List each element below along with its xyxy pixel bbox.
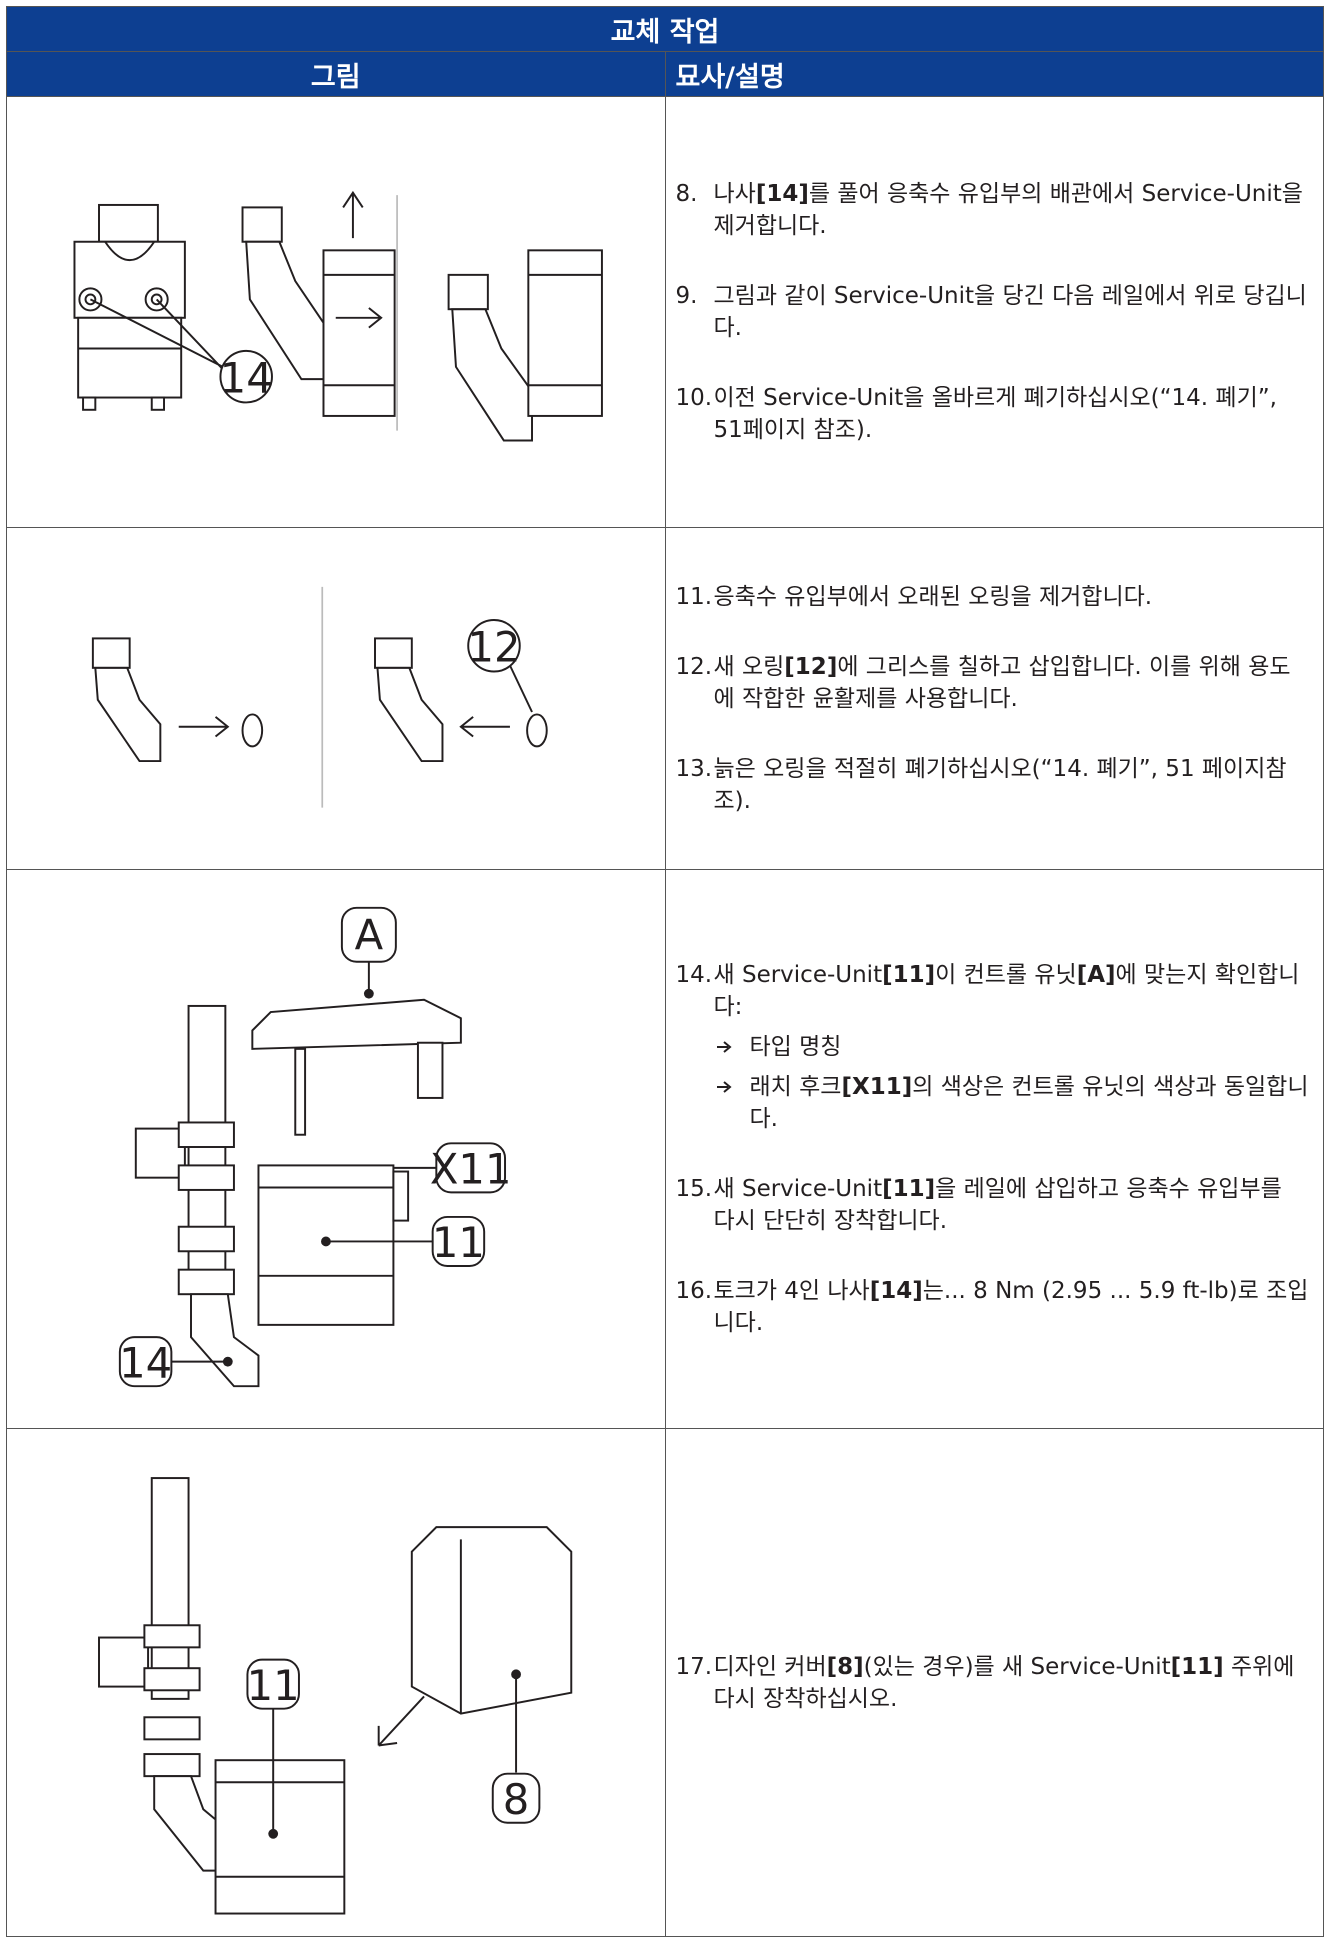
column-header: 묘사/설명: [664, 51, 1324, 97]
step-number: 11.: [675, 583, 713, 610]
text-run: [8]: [826, 1653, 864, 1680]
text-run: 이 컨트롤 유닛: [935, 962, 1077, 989]
text-run: 그림과 같이 Service-Unit을 당긴 다음 레일에서 위로 당깁니다.: [713, 283, 1307, 341]
text-run: 을 레일에 삽입하고 응축수 유입부를 다시 단단히 장착합니다.: [713, 1176, 1282, 1235]
text-run: [11]: [882, 1176, 936, 1203]
text-run: [11]: [882, 962, 936, 989]
steps-cell: 17. 디자인 커버[8](있는 경우)를 새 Service-Unit[11] …: [664, 1428, 1324, 1938]
text-run: 는... 8 Nm (2.95 ... 5.9 ft-lb)로 조입니다.: [713, 1278, 1309, 1337]
callout-label: 11: [247, 1661, 300, 1710]
text-run: 토크가 4인 나사: [713, 1278, 870, 1305]
text-run: [X11]: [841, 1074, 913, 1101]
text-run: [14]: [869, 1278, 923, 1305]
step-text: 응축수 유입부에서 오래된 오링을 제거합니다.: [714, 581, 1310, 613]
text-run: 새 Service-Unit: [713, 1176, 883, 1203]
callout-label: 8: [503, 1775, 530, 1824]
steps-cell: 8. 나사[14]를 풀어 응축수 유입부의 배관에서 Service-Unit을…: [664, 96, 1324, 528]
column-header: 그림: [6, 51, 666, 97]
bullet-arrow: [716, 1041, 732, 1053]
steps-cell: 11. 응축수 유입부에서 오래된 오링을 제거합니다. 12. 새 오링[12]에 …: [664, 526, 1324, 871]
text-run: 주위에 다시 장착하십시오.: [713, 1653, 1295, 1712]
text-run: 새 Service-Unit: [713, 962, 883, 989]
text-run: (있는 경우)를 새 Service-Unit: [863, 1653, 1171, 1680]
step-text: 늙은 오링을 적절히 폐기하십시오(“14. 폐기”, 51 페이지참조).: [714, 753, 1310, 817]
bullet: 타입 명칭: [714, 1031, 1310, 1063]
step: 9. 그림과 같이 Service-Unit을 당긴 다음 레일에서 위로 당깁니…: [676, 280, 1310, 344]
bullet: 래치 후크[X11]의 색상은 컨트롤 유닛의 색상과 동일합니다.: [714, 1071, 1310, 1135]
figure-cell: A X11 11 14: [6, 869, 666, 1430]
text-run: 에 맞는지 확인합니다:: [713, 962, 1300, 1021]
step: 14. 새 Service-Unit[11]이 컨트롤 유닛[A]에 맞는지 확인…: [676, 959, 1310, 1135]
text-run: 이전 Service-Unit을 올바르게 폐기하십시오(“14. 폐기”, 5…: [713, 385, 1277, 443]
text-run: [12]: [784, 653, 838, 680]
step: 12. 새 오링[12]에 그리스를 칠하고 삽입합니다. 이를 위해 용도에 작…: [676, 651, 1310, 715]
step-text: 그림과 같이 Service-Unit을 당긴 다음 레일에서 위로 당깁니다.: [714, 280, 1310, 344]
illustration: 11 8: [98, 1477, 573, 1915]
text-run: 에 그리스를 칠하고 삽입합니다. 이를 위해 용도에 작합한 윤활제를 사용합…: [713, 653, 1291, 712]
callout-label: 12: [467, 622, 520, 671]
text-run: 타입 명칭: [749, 1034, 842, 1061]
text-run: 새 오링: [713, 653, 785, 680]
step: 15. 새 Service-Unit[11]을 레일에 삽입하고 응축수 유입부를…: [676, 1173, 1310, 1237]
bullet-arrow: [716, 1081, 732, 1093]
table-title: 교체 작업: [6, 6, 1324, 52]
bullet-text: 래치 후크[X11]의 색상은 컨트롤 유닛의 색상과 동일합니다.: [750, 1071, 1310, 1135]
step-number: 10.: [675, 385, 713, 411]
callout-label: A: [355, 910, 384, 959]
replacement-table: 교체 작업 그림 묘사/설명 14 8. 나사[14]를 풀어 응축수 유입부의 배…: [6, 6, 1324, 1938]
step-text: 토크가 4인 나사[14]는... 8 Nm (2.95 ... 5.9 ft-…: [714, 1275, 1310, 1339]
step-number: 15.: [675, 1176, 713, 1203]
step-number: 9.: [675, 283, 698, 309]
step: 10. 이전 Service-Unit을 올바르게 폐기하십시오(“14. 폐기”…: [676, 382, 1310, 446]
step-number: 17.: [675, 1653, 713, 1680]
text-run: 늙은 오링을 적절히 폐기하십시오(“14. 폐기”, 51 페이지참조).: [713, 755, 1287, 814]
figure-cell: 12: [6, 526, 666, 871]
bullet-text: 타입 명칭: [750, 1031, 1310, 1063]
callout-label: 14: [220, 354, 273, 403]
illustration: 14: [73, 191, 603, 442]
steps-cell: 14. 새 Service-Unit[11]이 컨트롤 유닛[A]에 맞는지 확인…: [664, 869, 1324, 1430]
step-text: 디자인 커버[8](있는 경우)를 새 Service-Unit[11] 주위에…: [714, 1651, 1310, 1715]
text-run: 래치 후크: [749, 1074, 842, 1101]
step: 17. 디자인 커버[8](있는 경우)를 새 Service-Unit[11] …: [676, 1651, 1310, 1715]
step-number: 8.: [675, 181, 698, 207]
illustration: A X11 11 14: [118, 906, 512, 1387]
step-number: 14.: [675, 962, 713, 989]
callout-label: X11: [430, 1144, 512, 1193]
figure-cell: 14: [6, 96, 666, 528]
text-run: 나사: [713, 181, 756, 207]
figure-cell: 11 8: [6, 1428, 666, 1938]
step: 8. 나사[14]를 풀어 응축수 유입부의 배관에서 Service-Unit을…: [676, 178, 1310, 242]
callout-label: 11: [432, 1218, 485, 1267]
step-number: 13.: [675, 755, 713, 782]
text-run: 응축수 유입부에서 오래된 오링을 제거합니다.: [713, 583, 1153, 610]
text-run: 를 풀어 응축수 유입부의 배관에서 Service-Unit을 제거합니다.: [713, 181, 1303, 239]
step-text: 이전 Service-Unit을 올바르게 폐기하십시오(“14. 폐기”, 5…: [714, 382, 1310, 446]
text-run: 디자인 커버: [713, 1653, 827, 1680]
illustration: 12: [91, 586, 548, 808]
text-run: [A]: [1076, 962, 1116, 989]
text-run: [11]: [1170, 1653, 1224, 1680]
step-number: 12.: [675, 653, 713, 680]
step: 13. 늙은 오링을 적절히 폐기하십시오(“14. 폐기”, 51 페이지참조)…: [676, 753, 1310, 817]
step-text: 새 Service-Unit[11]을 레일에 삽입하고 응축수 유입부를 다시…: [714, 1173, 1310, 1237]
step-text: 새 Service-Unit[11]이 컨트롤 유닛[A]에 맞는지 확인합니다…: [714, 959, 1310, 1135]
callout-label: 14: [119, 1338, 172, 1387]
text-run: 의 색상은 컨트롤 유닛의 색상과 동일합니다.: [749, 1074, 1309, 1133]
text-run: [14]: [755, 181, 809, 207]
step: 11. 응축수 유입부에서 오래된 오링을 제거합니다.: [676, 581, 1310, 613]
step-number: 16.: [675, 1278, 713, 1305]
step-text: 새 오링[12]에 그리스를 칠하고 삽입합니다. 이를 위해 용도에 작합한 …: [714, 651, 1310, 715]
step: 16. 토크가 4인 나사[14]는... 8 Nm (2.95 ... 5.9 …: [676, 1275, 1310, 1339]
step-text: 나사[14]를 풀어 응축수 유입부의 배관에서 Service-Unit을 제…: [714, 178, 1310, 242]
